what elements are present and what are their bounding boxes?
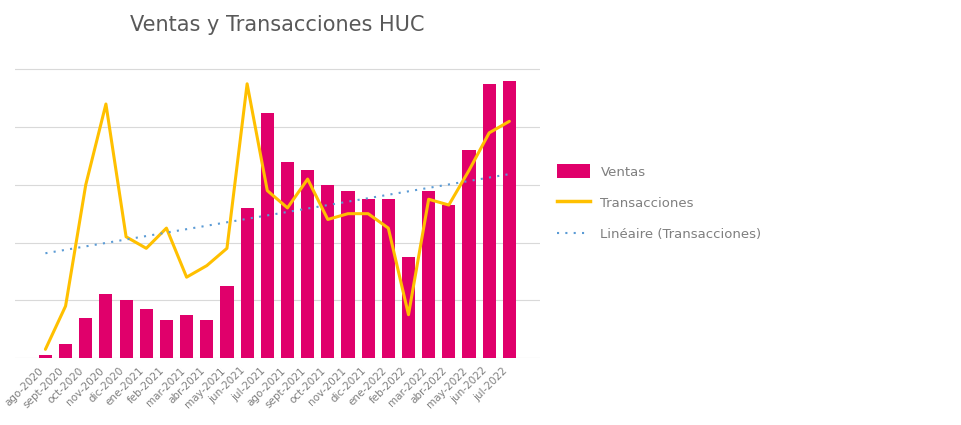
Bar	[503, 81, 515, 358]
Bar	[462, 150, 475, 358]
Bar	[301, 170, 314, 358]
Bar	[119, 300, 133, 358]
Bar	[341, 190, 355, 358]
Bar	[442, 205, 455, 358]
Bar	[200, 320, 213, 358]
Bar	[402, 257, 414, 358]
Bar	[260, 113, 274, 358]
Bar	[59, 343, 72, 358]
Legend: Ventas, Transacciones, Linéaire (Transacciones): Ventas, Transacciones, Linéaire (Transac…	[551, 159, 766, 246]
Title: Ventas y Transacciones HUC: Ventas y Transacciones HUC	[130, 15, 424, 35]
Bar	[160, 320, 173, 358]
Bar	[99, 295, 112, 358]
Bar	[482, 84, 495, 358]
Bar	[422, 190, 434, 358]
Bar	[281, 162, 294, 358]
Bar	[220, 286, 234, 358]
Bar	[382, 199, 394, 358]
Bar	[139, 309, 153, 358]
Bar	[240, 208, 254, 358]
Bar	[180, 314, 193, 358]
Bar	[321, 185, 334, 358]
Bar	[79, 317, 92, 358]
Bar	[361, 199, 375, 358]
Bar	[38, 355, 52, 358]
